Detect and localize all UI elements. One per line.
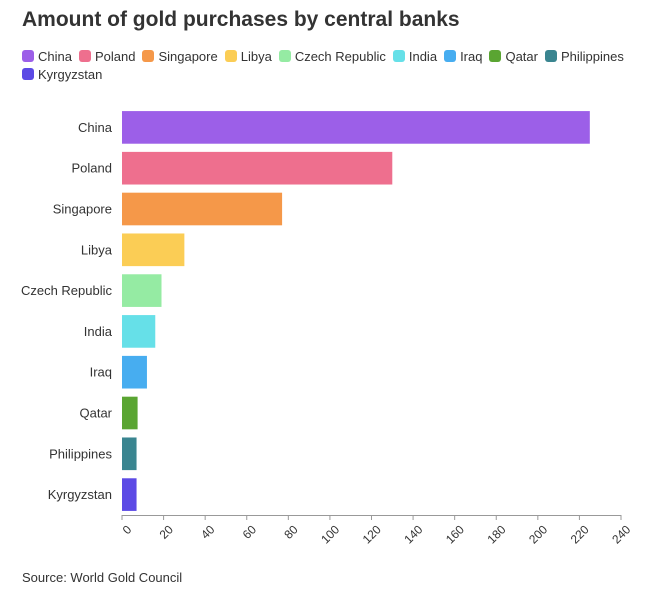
legend-item-china[interactable]: China — [22, 48, 72, 64]
category-label-kyrgyzstan: Kyrgyzstan — [48, 487, 112, 502]
chart-legend: China Poland Singapore Libya Czech Republic I… — [22, 48, 634, 82]
bar-czech-republic[interactable] — [122, 274, 162, 307]
legend-item-india[interactable]: India — [392, 48, 438, 64]
chart-title: Amount of gold purchases by central bank… — [22, 8, 460, 31]
x-tick-label: 40 — [198, 522, 218, 542]
legend-swatch — [544, 50, 557, 62]
legend-label: Czech Republic — [294, 48, 386, 64]
category-label-india: India — [84, 324, 113, 339]
legend-item-poland[interactable]: Poland — [78, 48, 136, 64]
legend-label: Qatar — [505, 48, 538, 64]
x-tick-label: 160 — [443, 522, 467, 546]
category-label-iraq: Iraq — [90, 365, 112, 380]
bar-india[interactable] — [122, 315, 156, 348]
bar-poland[interactable] — [122, 151, 393, 185]
legend-swatch — [22, 50, 34, 62]
legend-item-kyrgyzstan[interactable]: Kyrgyzstan — [22, 66, 102, 82]
legend-swatch — [489, 50, 502, 62]
legend-item-iraq[interactable]: Iraq — [444, 48, 482, 64]
legend-swatch — [224, 50, 237, 62]
legend-item-qatar[interactable]: Qatar — [489, 48, 538, 64]
legend-swatch — [278, 50, 291, 62]
x-tick-label: 220 — [568, 522, 592, 546]
legend-label: China — [38, 48, 72, 64]
category-label-libya: Libya — [81, 242, 113, 257]
bar-singapore[interactable] — [122, 192, 283, 226]
legend-swatch — [392, 50, 405, 62]
category-label-china: China — [78, 120, 113, 135]
legend-swatch — [444, 50, 457, 62]
category-label-qatar: Qatar — [79, 406, 112, 421]
legend-label: Philippines — [560, 48, 624, 64]
x-tick-label: 20 — [157, 522, 177, 542]
x-tick-label: 200 — [526, 522, 550, 546]
legend-label: Iraq — [460, 48, 483, 64]
category-label-philippines: Philippines — [49, 446, 112, 461]
category-label-czech-republic: Czech Republic — [21, 283, 113, 298]
legend-swatch — [142, 50, 155, 62]
legend-label: Poland — [94, 48, 136, 64]
bar-libya[interactable] — [122, 233, 185, 267]
legend-label: Libya — [240, 48, 272, 64]
legend-item-libya[interactable]: Libya — [224, 48, 272, 64]
legend-item-czech-republic[interactable]: Czech Republic — [278, 48, 386, 64]
legend-item-singapore[interactable]: Singapore — [142, 48, 218, 64]
bar-philippines[interactable] — [122, 437, 137, 471]
x-tick-label: 180 — [485, 522, 509, 546]
bar-kyrgyzstan[interactable] — [122, 478, 137, 511]
bar-iraq[interactable] — [122, 355, 147, 389]
legend-swatch — [78, 50, 91, 62]
bar-china[interactable] — [122, 111, 590, 144]
x-tick-label: 120 — [360, 522, 384, 546]
legend-swatch — [22, 68, 34, 80]
category-label-singapore: Singapore — [53, 202, 112, 217]
x-tick-label: 100 — [318, 522, 342, 546]
x-tick-label: 60 — [240, 522, 260, 542]
legend-label: Singapore — [158, 48, 218, 64]
x-tick-label: 80 — [281, 522, 301, 542]
legend-label: India — [408, 48, 438, 64]
x-tick-label: 0 — [120, 522, 135, 537]
x-tick-label: 240 — [609, 522, 633, 546]
chart-source: Source: World Gold Council — [22, 570, 183, 585]
legend-item-philippines[interactable]: Philippines — [544, 48, 624, 64]
category-label-poland: Poland — [72, 161, 112, 176]
bar-qatar[interactable] — [122, 396, 138, 430]
legend-label: Kyrgyzstan — [38, 66, 103, 82]
x-tick-label: 140 — [401, 522, 425, 546]
